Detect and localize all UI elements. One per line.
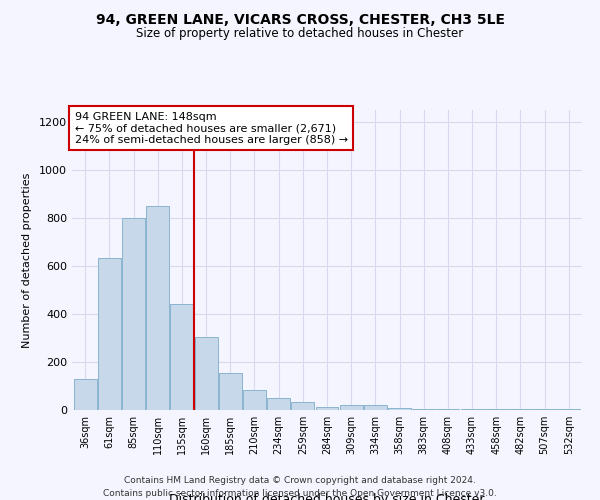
Text: Contains HM Land Registry data © Crown copyright and database right 2024.
Contai: Contains HM Land Registry data © Crown c…: [103, 476, 497, 498]
Text: 94, GREEN LANE, VICARS CROSS, CHESTER, CH3 5LE: 94, GREEN LANE, VICARS CROSS, CHESTER, C…: [95, 12, 505, 26]
Text: 94 GREEN LANE: 148sqm
← 75% of detached houses are smaller (2,671)
24% of semi-d: 94 GREEN LANE: 148sqm ← 75% of detached …: [74, 112, 347, 144]
Text: Size of property relative to detached houses in Chester: Size of property relative to detached ho…: [136, 28, 464, 40]
Bar: [340, 405, 362, 410]
Bar: [388, 408, 411, 410]
Bar: [267, 398, 290, 410]
Bar: [146, 206, 169, 410]
Bar: [364, 405, 387, 410]
Bar: [292, 402, 314, 410]
Bar: [219, 373, 242, 410]
Bar: [122, 218, 145, 410]
Bar: [243, 390, 266, 410]
X-axis label: Distribution of detached houses by size in Chester: Distribution of detached houses by size …: [169, 493, 485, 500]
Bar: [170, 304, 193, 410]
Bar: [194, 337, 218, 410]
Bar: [98, 258, 121, 410]
Bar: [74, 379, 97, 410]
Bar: [316, 407, 338, 410]
Y-axis label: Number of detached properties: Number of detached properties: [22, 172, 32, 348]
